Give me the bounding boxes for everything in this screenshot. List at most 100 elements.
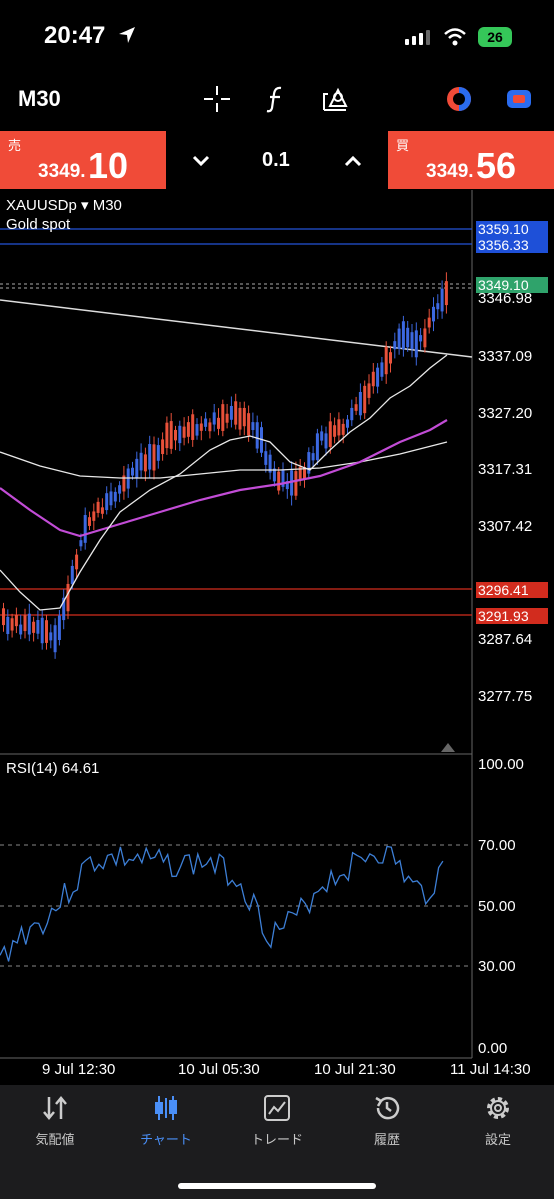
- candle-body: [350, 407, 354, 421]
- timeframe-button[interactable]: M30: [18, 86, 61, 111]
- candle-body: [169, 421, 173, 449]
- candle-body: [19, 624, 23, 635]
- candlestick-series: [2, 272, 448, 659]
- chart-symbol[interactable]: XAUUSDp ▾ M30: [6, 197, 122, 214]
- rsi-axis-label: 70.00: [478, 837, 516, 854]
- nav-label: 設定: [484, 1132, 511, 1147]
- candle-body: [178, 425, 182, 444]
- candle-body: [217, 417, 220, 429]
- sell-button[interactable]: 売 3349. 10: [0, 131, 166, 189]
- nav-item-settings[interactable]: 設定: [458, 1093, 538, 1148]
- buy-price-small: 3349.: [426, 161, 474, 182]
- candle-body: [358, 392, 362, 416]
- nav-label: トレード: [250, 1132, 303, 1147]
- increase-lot-icon[interactable]: [338, 146, 368, 176]
- candle-body: [6, 616, 10, 635]
- candle-body: [152, 444, 156, 471]
- candle-body: [96, 501, 100, 513]
- time-axis-label: 10 Jul 05:30: [178, 1061, 260, 1078]
- moving-average-long: [0, 441, 448, 479]
- candle-body: [315, 433, 319, 461]
- color-scheme-icon[interactable]: [444, 84, 474, 114]
- quotes-icon: [43, 1096, 67, 1120]
- candle-body: [40, 617, 44, 644]
- price-axis-label: 3346.98: [478, 290, 533, 307]
- candle-body: [440, 288, 444, 312]
- candle-body: [57, 615, 61, 641]
- candle-body: [10, 618, 14, 631]
- nav-item-chart[interactable]: チャート: [126, 1093, 206, 1148]
- candle-body: [14, 614, 18, 627]
- candle-body: [139, 452, 143, 471]
- lot-size-value[interactable]: 0.1: [262, 149, 290, 171]
- candle-body: [303, 467, 306, 480]
- candle-body: [401, 321, 405, 350]
- candle-body: [410, 332, 414, 350]
- nav-label: チャート: [140, 1132, 192, 1147]
- drawing-objects-icon[interactable]: [320, 84, 350, 114]
- candle-body: [277, 471, 281, 491]
- candle-body: [92, 511, 96, 521]
- candle-body: [337, 419, 341, 436]
- rsi-label: RSI(14) 64.61: [6, 760, 100, 777]
- price-axis-label: 3307.42: [478, 518, 533, 535]
- candle-body: [272, 468, 276, 482]
- candle-body: [367, 383, 371, 398]
- candle-body: [298, 466, 302, 480]
- candle-body: [105, 493, 109, 511]
- price-tag-bid: 3349.10: [476, 277, 548, 293]
- history-icon: [375, 1096, 400, 1120]
- trade-icon: [264, 1095, 290, 1121]
- candle-body: [221, 404, 225, 431]
- candle-body: [320, 431, 324, 441]
- candle-body: [135, 458, 139, 479]
- candle-body: [423, 328, 427, 348]
- indicators-icon[interactable]: [262, 84, 292, 114]
- time-axis-label: 10 Jul 21:30: [314, 1061, 396, 1078]
- bottom-navigation: 気配値 チャート トレード 履歴 設定: [0, 1085, 554, 1199]
- candle-body: [414, 330, 418, 358]
- time-axis-label: 9 Jul 12:30: [42, 1061, 116, 1078]
- candle-body: [354, 404, 358, 411]
- price-tag-level: 3356.33: [476, 237, 548, 253]
- rsi-axis-label: 0.00: [478, 1040, 508, 1057]
- candle-body: [255, 422, 259, 449]
- one-click-trading-icon[interactable]: [504, 84, 534, 114]
- candle-body: [161, 439, 165, 455]
- nav-item-quotes[interactable]: 気配値: [15, 1093, 95, 1148]
- candle-body: [191, 414, 195, 440]
- candle-body: [384, 346, 388, 375]
- price-axis-label: 3337.09: [478, 348, 533, 365]
- rsi-axis-label: 50.00: [478, 898, 516, 915]
- candle-body: [148, 444, 152, 470]
- candle-body: [311, 453, 315, 461]
- moving-average-short: [0, 354, 448, 611]
- candle-body: [212, 412, 216, 425]
- rsi-line: [0, 845, 444, 962]
- candle-body: [389, 352, 392, 364]
- candle-body: [45, 620, 48, 643]
- nav-item-history[interactable]: 履歴: [347, 1093, 427, 1148]
- candle-body: [376, 367, 380, 387]
- candle-body: [346, 419, 349, 428]
- price-chart[interactable]: [0, 190, 554, 1060]
- price-axis-label: 3317.31: [478, 461, 533, 478]
- time-axis-label: 11 Jul 14:30: [450, 1061, 531, 1078]
- buy-label: 買: [396, 138, 410, 153]
- candle-body: [290, 470, 294, 496]
- rsi-axis-label: 100.00: [478, 756, 524, 773]
- candle-body: [113, 491, 117, 502]
- buy-price-big: 56: [476, 145, 517, 186]
- crosshair-icon[interactable]: [202, 84, 232, 114]
- candle-body: [380, 362, 384, 377]
- candle-body: [49, 632, 53, 641]
- price-axis-label: 3277.75: [478, 688, 533, 705]
- decrease-lot-icon[interactable]: [186, 146, 216, 176]
- candle-body: [285, 481, 289, 490]
- candle-body: [53, 625, 57, 653]
- rsi-axis-label: 30.00: [478, 958, 516, 975]
- nav-item-trade[interactable]: トレード: [237, 1093, 317, 1148]
- candle-body: [333, 425, 337, 437]
- buy-button[interactable]: 買 3349. 56: [388, 131, 554, 189]
- nav-label: 気配値: [35, 1132, 75, 1147]
